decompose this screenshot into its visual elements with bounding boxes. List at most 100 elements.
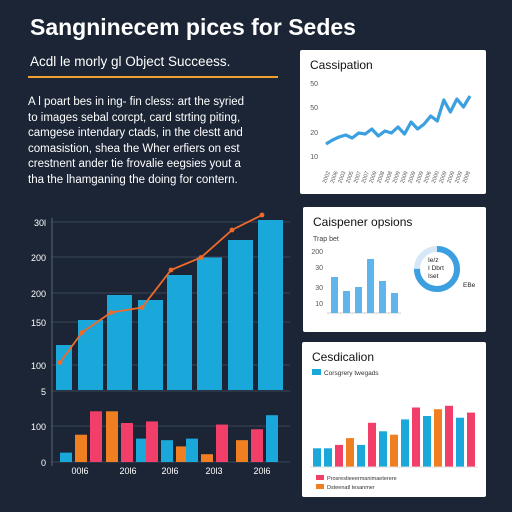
- legend-label: Dsteenatl tesanmer: [327, 485, 375, 491]
- legend-swatch: [312, 369, 321, 375]
- class-bar: [368, 422, 376, 467]
- y-tick-label: 20: [310, 130, 318, 137]
- bottom-bar: [236, 440, 248, 462]
- trend-point: [79, 330, 85, 335]
- paragraph-line: camgese intendary ctads, in the clestt a…: [28, 127, 243, 139]
- title-divider: [28, 76, 278, 78]
- x-tick-label: 2008: [384, 171, 394, 185]
- legend-label: Corsgrery twegads: [324, 370, 379, 377]
- x-tick-label: 2007: [361, 171, 371, 185]
- class-bar: [412, 407, 420, 467]
- y-tick-label: 200: [311, 249, 323, 256]
- donut-label: Iset: [428, 273, 439, 280]
- option-bar: [391, 293, 398, 313]
- classification-chart-title: Cesdicalion: [312, 350, 375, 364]
- trend-point: [57, 360, 63, 365]
- x-tick-label: 2008: [376, 171, 386, 185]
- class-bar: [434, 409, 442, 467]
- x-tick-label: 2009: [400, 171, 410, 185]
- class-bar: [445, 405, 453, 467]
- option-bar: [379, 281, 386, 313]
- class-bar: [423, 416, 431, 467]
- class-bar: [357, 444, 365, 467]
- y-tick-label: 30l: [34, 218, 46, 228]
- bottom-bar: [106, 411, 118, 462]
- class-bar: [335, 444, 343, 467]
- bottom-bar: [266, 415, 278, 462]
- class-bar: [467, 412, 475, 467]
- y-tick-label: 0: [41, 458, 46, 468]
- legend-swatch: [316, 475, 324, 480]
- option-bar: [343, 291, 350, 313]
- trend-point: [168, 267, 174, 273]
- class-bar: [313, 448, 321, 467]
- x-tick-label: 20l6: [119, 466, 136, 476]
- bottom-bar: [201, 454, 213, 462]
- x-tick-label: 2008: [462, 171, 472, 185]
- x-tick-label: 2009: [392, 171, 402, 185]
- x-tick-label: 2009: [446, 171, 456, 185]
- classification-chart: Corsgrery twegads Prosrestieeermanimaeter…: [310, 369, 478, 491]
- top-bar: [138, 300, 163, 390]
- x-tick-label: 2009: [454, 171, 464, 185]
- bottom-bar: [121, 423, 133, 462]
- page-subtitle: Acdl le morly gl Object Succeess.: [30, 54, 231, 69]
- y-tick-label: 10: [310, 154, 318, 161]
- paragraph-line: to images sebal corcpt, card strting pit…: [28, 111, 241, 124]
- y-tick-label: 200: [31, 289, 46, 299]
- main-bar-chart: 30l 200 200 150 100 5 100 0 00l6 20l6 20l6 20l3 20l6: [31, 212, 290, 476]
- legend-swatch: [316, 484, 324, 489]
- line-chart-card: Cassipation 50 50 20 10 2002 2006 2003 2005 2007…: [300, 50, 486, 194]
- page-title: Sangninecem pices for Sedes: [30, 14, 356, 40]
- top-bar: [197, 257, 222, 390]
- bottom-bar: [60, 452, 72, 462]
- x-tick-label: 2005: [345, 171, 355, 185]
- options-chart-card: Caispener opsions Trap bet 200 30 30 10 Ie/z I…: [303, 207, 486, 332]
- trend-point: [259, 212, 265, 218]
- class-bar: [346, 438, 354, 467]
- option-bar: [367, 259, 374, 313]
- x-tick-label: 00l6: [71, 466, 88, 476]
- x-tick-label: 2000: [431, 171, 441, 185]
- trend-point: [139, 305, 145, 310]
- y-tick-label: 10: [315, 301, 323, 308]
- line-chart: 5050201020022006200320052007200720092008…: [310, 81, 472, 185]
- x-tick-label: 20l6: [253, 466, 270, 476]
- donut-label: Ie/z: [428, 257, 438, 264]
- class-bar: [456, 417, 464, 467]
- y-tick-label: 50: [310, 81, 318, 88]
- intro-paragraph: A l poart bes in ing- fin cless: art the…: [28, 95, 290, 188]
- classification-chart-card: Cesdicalion Corsgrery twegads Prosrestiee…: [302, 342, 486, 497]
- donut-label: I Dbrt: [428, 265, 444, 272]
- bottom-bar: [136, 438, 148, 462]
- x-tick-label: 2006: [330, 171, 340, 185]
- trend-point: [108, 310, 114, 315]
- y-tick-label: 5: [41, 387, 46, 397]
- x-tick-label: 2009: [369, 171, 379, 185]
- line-chart-title: Cassipation: [310, 58, 373, 72]
- y-tick-label: 200: [31, 253, 46, 263]
- x-tick-label: 2007: [353, 171, 363, 185]
- paragraph-line: comasistion, shea the Wher erfiers on es…: [28, 142, 240, 155]
- trend-point: [198, 255, 204, 260]
- x-tick-label: 2006: [423, 171, 433, 185]
- bottom-bar: [186, 438, 198, 462]
- bottom-bar: [75, 434, 87, 462]
- x-tick-label: 2009: [415, 171, 425, 185]
- bottom-bar: [176, 446, 188, 462]
- y-tick-label: 150: [31, 318, 46, 328]
- class-bar: [390, 434, 398, 467]
- trend-point: [229, 227, 235, 233]
- bottom-bar: [161, 440, 173, 462]
- y-tick-label: 100: [31, 422, 46, 432]
- top-bar: [228, 240, 253, 390]
- x-tick-label: 2009: [439, 171, 449, 185]
- y-tick-label: 50: [310, 105, 318, 112]
- legend-label: Prosrestieeermanimaeterere: [327, 476, 397, 482]
- bottom-bar: [251, 429, 263, 462]
- x-tick-label: 20l6: [161, 466, 178, 476]
- top-bar: [258, 220, 283, 390]
- y-tick-label: 30: [315, 265, 323, 272]
- x-tick-label: 2009: [408, 171, 418, 185]
- side-label: EBe: [463, 282, 476, 289]
